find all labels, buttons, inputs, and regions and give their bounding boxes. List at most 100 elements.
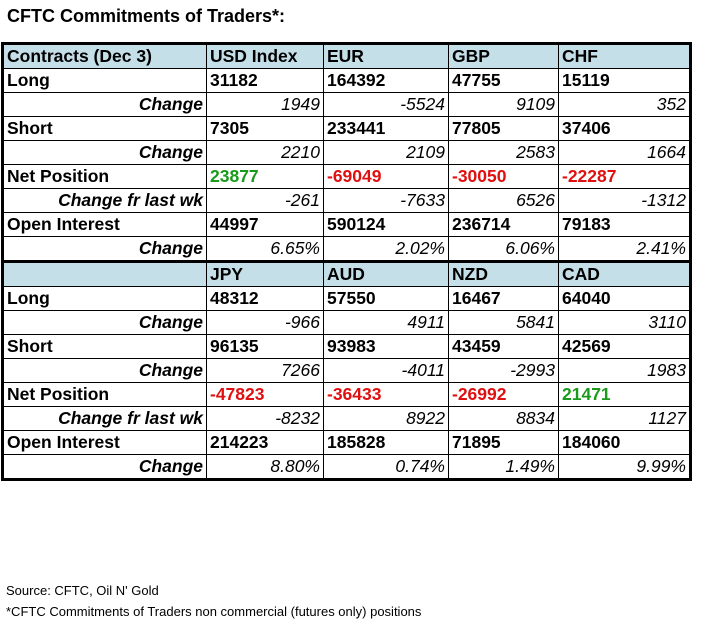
- change-cell: 1664: [558, 140, 691, 165]
- change-cell: 352: [558, 92, 691, 117]
- row-label: Net Position: [2, 382, 207, 407]
- table-row: Open Interest 214223 185828 71895 184060: [2, 430, 691, 455]
- value-cell: -26992: [448, 382, 559, 407]
- value-cell: -22287: [558, 164, 691, 189]
- change-cell: 2.41%: [558, 236, 691, 262]
- value-cell: 15119: [558, 68, 691, 93]
- change-cell: -8232: [206, 406, 324, 431]
- value-cell: 590124: [323, 212, 449, 237]
- value-cell: 236714: [448, 212, 559, 237]
- change-cell: -1312: [558, 188, 691, 213]
- change-cell: -261: [206, 188, 324, 213]
- row-label: Change: [2, 140, 207, 165]
- row-label: Short: [2, 334, 207, 359]
- table-row: Open Interest 44997 590124 236714 79183: [2, 212, 691, 237]
- row-label: Change: [2, 310, 207, 335]
- row-label: Short: [2, 116, 207, 141]
- bottom-header-row: JPY AUD NZD CAD: [2, 260, 691, 287]
- change-cell: 9109: [448, 92, 559, 117]
- value-cell: 31182: [206, 68, 324, 93]
- header-label-cell: Contracts (Dec 3): [2, 43, 207, 69]
- currency-header-cell: CAD: [558, 260, 691, 287]
- change-cell: 1.49%: [448, 454, 559, 480]
- change-cell: 9.99%: [558, 454, 691, 480]
- table-row: Change 2210 2109 2583 1664: [2, 140, 691, 165]
- change-cell: 8.80%: [206, 454, 324, 480]
- change-cell: 2109: [323, 140, 449, 165]
- header-label-cell: [2, 260, 207, 287]
- table-row: Long 48312 57550 16467 64040: [2, 286, 691, 311]
- change-cell: 3110: [558, 310, 691, 335]
- change-cell: 2210: [206, 140, 324, 165]
- table-row: Change fr last wk -261 -7633 6526 -1312: [2, 188, 691, 213]
- row-label: Change: [2, 236, 207, 262]
- value-cell: 21471: [558, 382, 691, 407]
- top-header-row: Contracts (Dec 3) USD Index EUR GBP CHF: [2, 43, 691, 69]
- currency-header-cell: AUD: [323, 260, 449, 287]
- table-row: Change 8.80% 0.74% 1.49% 9.99%: [2, 454, 691, 480]
- change-cell: -7633: [323, 188, 449, 213]
- currency-header-cell: CHF: [558, 43, 691, 69]
- change-cell: 2583: [448, 140, 559, 165]
- table-row: Change 6.65% 2.02% 6.06% 2.41%: [2, 236, 691, 262]
- currency-header-cell: USD Index: [206, 43, 324, 69]
- table-row: Net Position -47823 -36433 -26992 21471: [2, 382, 691, 407]
- change-cell: 2.02%: [323, 236, 449, 262]
- row-label: Open Interest: [2, 212, 207, 237]
- table-row: Net Position 23877 -69049 -30050 -22287: [2, 164, 691, 189]
- value-cell: 164392: [323, 68, 449, 93]
- value-cell: -30050: [448, 164, 559, 189]
- change-cell: 8834: [448, 406, 559, 431]
- value-cell: 16467: [448, 286, 559, 311]
- value-cell: 42569: [558, 334, 691, 359]
- footnote: *CFTC Commitments of Traders non commerc…: [6, 604, 422, 619]
- value-cell: 7305: [206, 116, 324, 141]
- cot-table: Contracts (Dec 3) USD Index EUR GBP CHF Long 3…: [1, 42, 692, 481]
- value-cell: 64040: [558, 286, 691, 311]
- row-label: Long: [2, 68, 207, 93]
- value-cell: -69049: [323, 164, 449, 189]
- change-cell: 1127: [558, 406, 691, 431]
- change-cell: 1983: [558, 358, 691, 383]
- row-label: Net Position: [2, 164, 207, 189]
- change-cell: 1949: [206, 92, 324, 117]
- change-cell: 6.65%: [206, 236, 324, 262]
- value-cell: 185828: [323, 430, 449, 455]
- value-cell: -36433: [323, 382, 449, 407]
- change-cell: 4911: [323, 310, 449, 335]
- table-row: Short 96135 93983 43459 42569: [2, 334, 691, 359]
- value-cell: 43459: [448, 334, 559, 359]
- value-cell: 96135: [206, 334, 324, 359]
- source-note: Source: CFTC, Oil N' Gold: [6, 583, 159, 598]
- row-label: Change: [2, 358, 207, 383]
- change-cell: 6.06%: [448, 236, 559, 262]
- change-cell: 7266: [206, 358, 324, 383]
- value-cell: 57550: [323, 286, 449, 311]
- table-row: Change -966 4911 5841 3110: [2, 310, 691, 335]
- value-cell: 93983: [323, 334, 449, 359]
- value-cell: 44997: [206, 212, 324, 237]
- value-cell: 23877: [206, 164, 324, 189]
- change-cell: 0.74%: [323, 454, 449, 480]
- table-row: Change fr last wk -8232 8922 8834 1127: [2, 406, 691, 431]
- value-cell: 214223: [206, 430, 324, 455]
- table-row: Change 7266 -4011 -2993 1983: [2, 358, 691, 383]
- currency-header-cell: EUR: [323, 43, 449, 69]
- value-cell: 233441: [323, 116, 449, 141]
- currency-header-cell: NZD: [448, 260, 559, 287]
- value-cell: -47823: [206, 382, 324, 407]
- row-label: Long: [2, 286, 207, 311]
- value-cell: 48312: [206, 286, 324, 311]
- table-row: Long 31182 164392 47755 15119: [2, 68, 691, 93]
- row-label: Change fr last wk: [2, 406, 207, 431]
- value-cell: 47755: [448, 68, 559, 93]
- change-cell: 5841: [448, 310, 559, 335]
- table-row: Change 1949 -5524 9109 352: [2, 92, 691, 117]
- value-cell: 71895: [448, 430, 559, 455]
- change-cell: -2993: [448, 358, 559, 383]
- value-cell: 37406: [558, 116, 691, 141]
- row-label: Change: [2, 454, 207, 480]
- table-row: Short 7305 233441 77805 37406: [2, 116, 691, 141]
- row-label: Change fr last wk: [2, 188, 207, 213]
- change-cell: -4011: [323, 358, 449, 383]
